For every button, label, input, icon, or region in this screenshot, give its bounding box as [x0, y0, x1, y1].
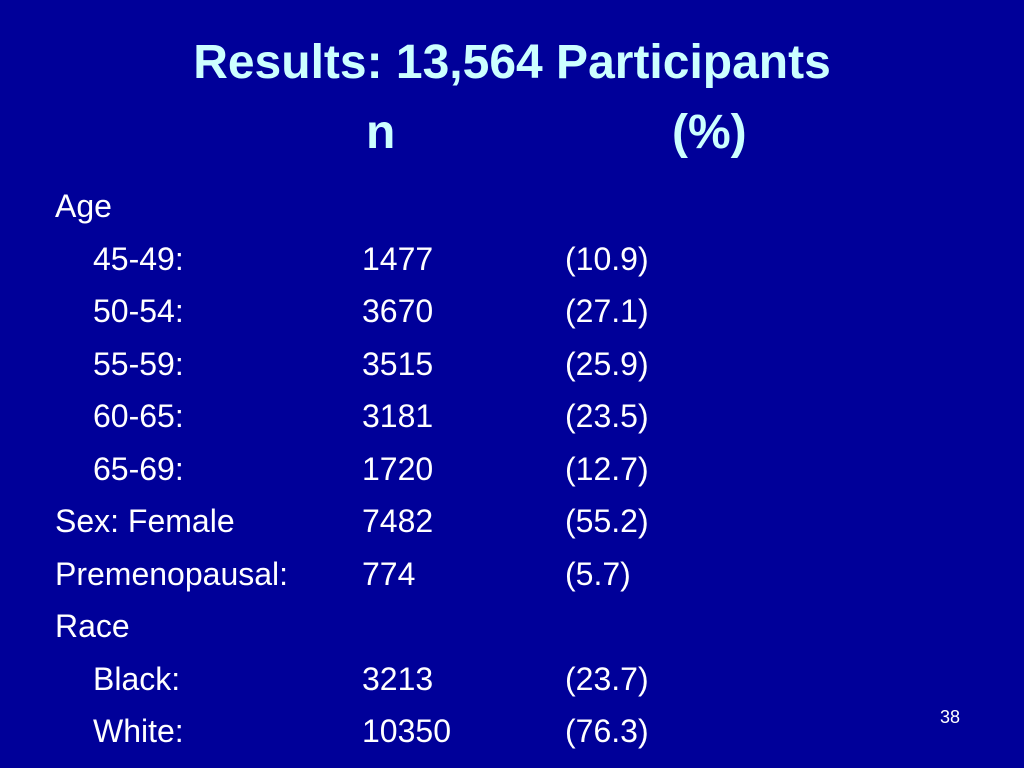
table-row: Age	[0, 180, 1024, 233]
row-label: Age	[55, 188, 112, 224]
results-table: Age 45-49: 1477 (10.9) 50-54: 3670 (27.1…	[0, 180, 1024, 758]
table-row: Race	[0, 600, 1024, 653]
row-label: Premenopausal:	[55, 555, 289, 592]
row-count: 1720	[362, 450, 434, 487]
row-label: 45-49:	[93, 240, 184, 277]
row-count: 7482	[362, 503, 434, 539]
column-header-percent: (%)	[672, 106, 747, 159]
row-count: 3181	[362, 398, 434, 434]
row-label: 50-54:	[93, 293, 184, 329]
table-row: 65-69: 1720 (12.7)	[0, 443, 1024, 496]
row-percent: (23.7)	[565, 660, 649, 697]
table-row: Black: 3213 (23.7)	[0, 653, 1024, 706]
row-count: 774	[362, 555, 416, 592]
table-row: 55-59: 3515 (25.9)	[0, 338, 1024, 391]
table-row: 60-65: 3181 (23.5)	[0, 390, 1024, 443]
row-label: White:	[93, 713, 184, 749]
row-label: Race	[55, 608, 130, 644]
row-percent: (55.2)	[565, 503, 649, 539]
row-percent: (10.9)	[565, 240, 649, 277]
row-percent: (5.7)	[565, 555, 631, 592]
row-label: 60-65:	[93, 398, 184, 434]
row-percent: (27.1)	[565, 293, 649, 329]
page-number: 38	[940, 707, 961, 727]
row-percent: (76.3)	[565, 713, 649, 749]
row-percent: (12.7)	[565, 450, 649, 487]
row-percent: (25.9)	[565, 345, 649, 382]
table-row: 45-49: 1477 (10.9)	[0, 233, 1024, 286]
row-label: 65-69:	[93, 450, 184, 487]
table-row: White: 10350 (76.3)	[0, 705, 1024, 758]
table-row: Sex: Female 7482 (55.2)	[0, 495, 1024, 548]
slide-title: Results: 13,564 Participants	[193, 36, 831, 89]
row-count: 3670	[362, 293, 434, 329]
row-count: 3515	[362, 345, 434, 382]
row-label: Black:	[93, 660, 181, 697]
row-count: 1477	[362, 240, 434, 277]
row-label: 55-59:	[93, 345, 184, 382]
row-percent: (23.5)	[565, 398, 649, 434]
row-label: Sex: Female	[55, 503, 235, 539]
row-count: 3213	[362, 660, 434, 697]
column-header-n: n	[366, 106, 396, 159]
row-count: 10350	[362, 713, 451, 749]
table-row: Premenopausal: 774 (5.7)	[0, 548, 1024, 601]
table-row: 50-54: 3670 (27.1)	[0, 285, 1024, 338]
